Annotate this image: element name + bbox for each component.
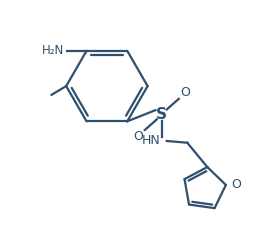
Text: O: O <box>180 86 190 99</box>
Text: H₂N: H₂N <box>42 44 64 57</box>
Text: O: O <box>133 130 143 143</box>
Text: S: S <box>156 107 167 122</box>
Text: HN: HN <box>141 134 160 148</box>
Text: O: O <box>232 178 241 191</box>
